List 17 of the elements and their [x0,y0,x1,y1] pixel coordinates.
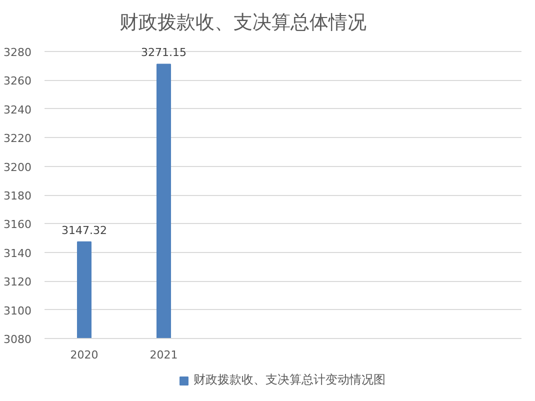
chart-title: 财政拨款收、支决算总体情况 [120,12,366,34]
y-tick-label: 3080 [4,333,32,346]
y-tick-label: 3200 [4,160,32,174]
x-tick-label: 2020 [70,348,98,362]
y-tick-label: 3260 [4,74,32,88]
data-label: 3147.32 [62,224,108,237]
x-tick-label: 2021 [150,348,178,362]
legend-label: 财政拨款收、支决算总计变动情况图 [194,372,386,388]
y-tick-label: 3160 [4,218,32,232]
y-tick-label: 3100 [4,304,32,318]
y-tick-label: 3240 [4,103,32,116]
data-label: 3271.15 [141,46,187,60]
y-tick-label: 3180 [4,190,32,202]
y-tick-label: 3140 [4,246,32,260]
y-tick-label: 3220 [4,132,32,146]
y-tick-label: 3120 [4,276,32,289]
y-tick-label: 3280 [4,46,32,59]
